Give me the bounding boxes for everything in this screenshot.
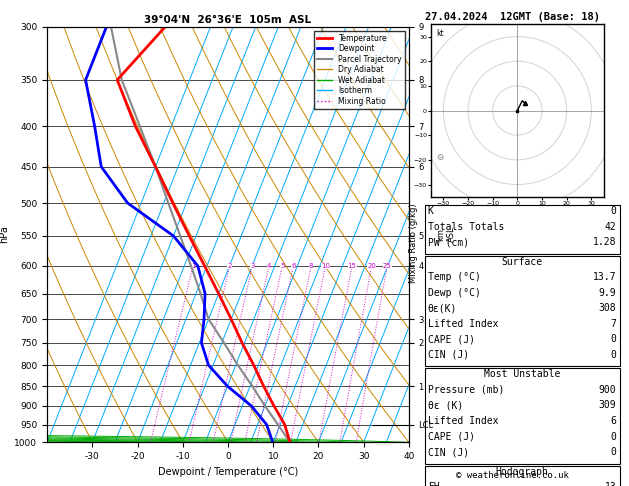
Text: Temp (°C): Temp (°C) [428, 272, 481, 282]
Text: 9.9: 9.9 [599, 288, 616, 298]
Text: EH: EH [428, 482, 440, 486]
Text: θε (K): θε (K) [428, 400, 463, 411]
Text: 6: 6 [611, 416, 616, 426]
Text: 13: 13 [604, 482, 616, 486]
Text: 8: 8 [309, 263, 313, 269]
Text: Pressure (mb): Pressure (mb) [428, 385, 504, 395]
Text: 900: 900 [599, 385, 616, 395]
Y-axis label: hPa: hPa [0, 226, 9, 243]
Text: 0: 0 [611, 334, 616, 345]
Y-axis label: km
ASL: km ASL [437, 226, 456, 243]
Text: 308: 308 [599, 303, 616, 313]
Text: Surface: Surface [501, 257, 543, 267]
Legend: Temperature, Dewpoint, Parcel Trajectory, Dry Adiabat, Wet Adiabat, Isotherm, Mi: Temperature, Dewpoint, Parcel Trajectory… [314, 31, 405, 109]
Text: CIN (J): CIN (J) [428, 350, 469, 360]
Text: 5: 5 [280, 263, 284, 269]
Text: 27.04.2024  12GMT (Base: 18): 27.04.2024 12GMT (Base: 18) [425, 12, 600, 22]
Text: 10: 10 [321, 263, 330, 269]
Text: PW (cm): PW (cm) [428, 237, 469, 247]
Text: Lifted Index: Lifted Index [428, 319, 498, 329]
Text: ⚙: ⚙ [436, 153, 443, 162]
Text: kt: kt [436, 29, 443, 38]
Text: 13.7: 13.7 [593, 272, 616, 282]
Text: 2: 2 [228, 263, 232, 269]
Text: CAPE (J): CAPE (J) [428, 432, 475, 442]
X-axis label: Dewpoint / Temperature (°C): Dewpoint / Temperature (°C) [158, 467, 298, 477]
Text: 42: 42 [604, 222, 616, 232]
Text: 0: 0 [611, 206, 616, 216]
Text: θε(K): θε(K) [428, 303, 457, 313]
Text: CAPE (J): CAPE (J) [428, 334, 475, 345]
Text: 309: 309 [599, 400, 616, 411]
Text: © weatheronline.co.uk: © weatheronline.co.uk [456, 471, 569, 480]
Text: Dewp (°C): Dewp (°C) [428, 288, 481, 298]
Text: 1.28: 1.28 [593, 237, 616, 247]
Text: 3: 3 [250, 263, 255, 269]
Text: Totals Totals: Totals Totals [428, 222, 504, 232]
Text: CIN (J): CIN (J) [428, 447, 469, 457]
Title: 39°04'N  26°36'E  105m  ASL: 39°04'N 26°36'E 105m ASL [145, 15, 311, 25]
Text: K: K [428, 206, 433, 216]
Text: Mixing Ratio (g/kg): Mixing Ratio (g/kg) [409, 203, 418, 283]
Text: Hodograph: Hodograph [496, 467, 548, 477]
Text: 0: 0 [611, 432, 616, 442]
Text: 25: 25 [383, 263, 391, 269]
Text: 4: 4 [267, 263, 271, 269]
Text: 15: 15 [348, 263, 357, 269]
Text: 0: 0 [611, 447, 616, 457]
Text: 1: 1 [191, 263, 196, 269]
Text: Most Unstable: Most Unstable [484, 369, 560, 380]
Text: 6: 6 [291, 263, 296, 269]
Text: 20: 20 [367, 263, 376, 269]
Text: 0: 0 [611, 350, 616, 360]
Text: Lifted Index: Lifted Index [428, 416, 498, 426]
Text: 7: 7 [611, 319, 616, 329]
